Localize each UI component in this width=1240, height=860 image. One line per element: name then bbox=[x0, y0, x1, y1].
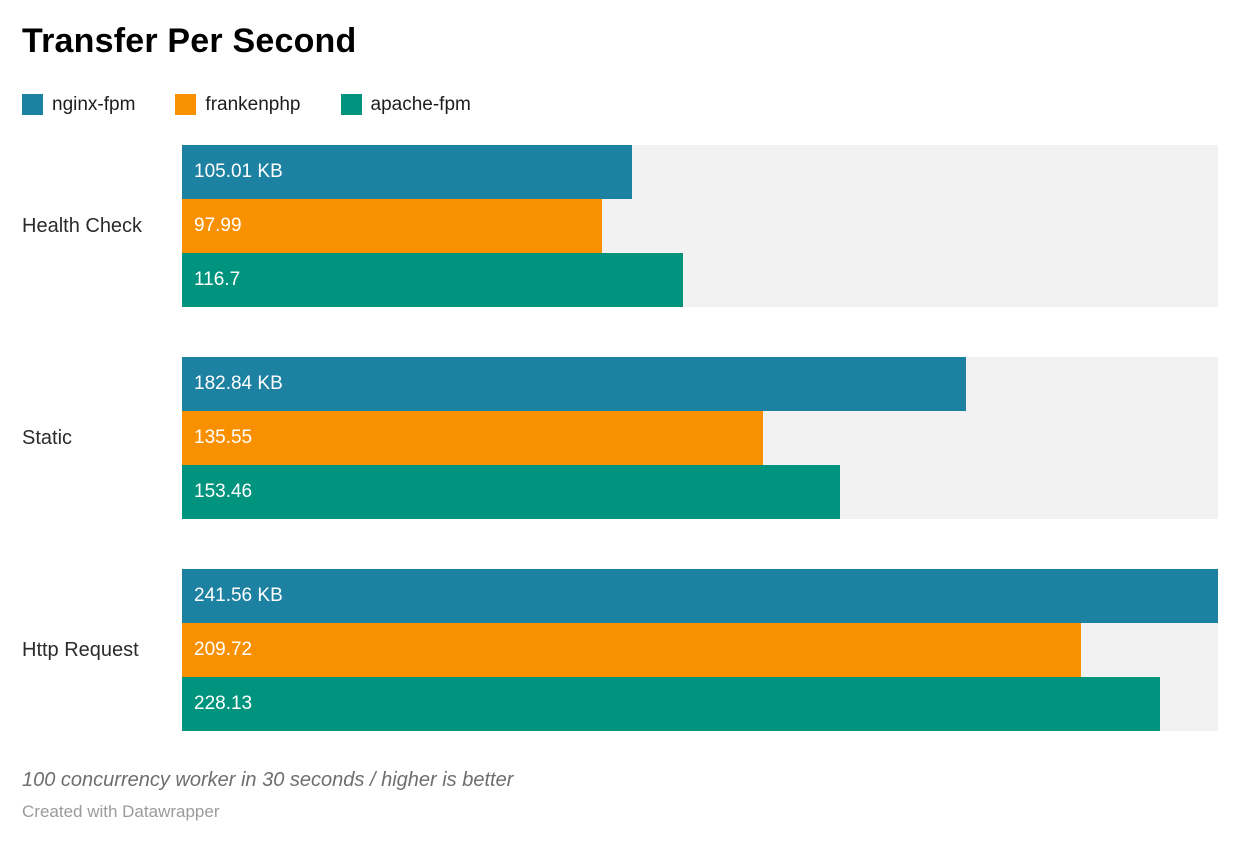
legend-swatch-icon bbox=[175, 94, 197, 115]
bar-track: 228.13 bbox=[182, 676, 1218, 731]
category-label: Health Check bbox=[22, 214, 143, 237]
chart-notes: 100 concurrency worker in 30 seconds / h… bbox=[22, 768, 514, 791]
bar-value-label: 97.99 bbox=[194, 214, 242, 236]
bar-track: 182.84 KB bbox=[182, 356, 1218, 411]
bar-apache-fpm: 153.46 bbox=[182, 464, 841, 519]
bar-track: 105.01 KB bbox=[182, 144, 1218, 199]
datawrapper-attribution-link[interactable]: Created with Datawrapper bbox=[22, 801, 220, 821]
legend-item-nginx-fpm: nginx-fpm bbox=[22, 94, 135, 116]
bar-frankenphp: 209.72 bbox=[182, 622, 1082, 677]
legend-label: frankenphp bbox=[205, 93, 301, 115]
bar-value-label: 116.7 bbox=[194, 268, 241, 290]
bar-nginx-fpm: 105.01 KB bbox=[182, 144, 633, 199]
bar-value-label: 241.56 KB bbox=[194, 584, 283, 606]
bar-value-label: 182.84 KB bbox=[194, 372, 283, 394]
bar-apache-fpm: 116.7 bbox=[182, 252, 683, 307]
bar-track: 97.99 bbox=[182, 198, 1218, 253]
bar-value-label: 135.55 bbox=[194, 426, 253, 448]
bar-chart: Health Check 105.01 KB 97.99 116.7 Static 182… bbox=[22, 144, 1218, 731]
legend-swatch-icon bbox=[22, 94, 43, 115]
bar-value-label: 228.13 bbox=[194, 692, 253, 714]
bar-rows: 241.56 KB 209.72 228.13 bbox=[182, 568, 1218, 731]
legend-swatch-icon bbox=[340, 94, 362, 115]
legend-item-frankenphp: frankenphp bbox=[175, 93, 301, 116]
legend-label: apache-fpm bbox=[370, 93, 471, 115]
chart-title: Transfer Per Second bbox=[22, 22, 357, 60]
bar-nginx-fpm: 182.84 KB bbox=[182, 356, 967, 411]
legend-label: nginx-fpm bbox=[52, 93, 136, 115]
bar-track: 241.56 KB bbox=[182, 568, 1218, 623]
bar-group: Health Check 105.01 KB 97.99 116.7 bbox=[22, 144, 1218, 307]
bar-value-label: 209.72 bbox=[194, 638, 253, 660]
bar-track: 209.72 bbox=[182, 622, 1218, 677]
bar-rows: 105.01 KB 97.99 116.7 bbox=[182, 144, 1218, 307]
category-label: Http Request bbox=[22, 638, 139, 661]
bar-value-label: 153.46 bbox=[194, 480, 253, 502]
bar-track: 135.55 bbox=[182, 410, 1218, 465]
category-label: Static bbox=[22, 426, 73, 449]
legend: nginx-fpm frankenphp apache-fpm bbox=[22, 93, 1218, 117]
bar-frankenphp: 135.55 bbox=[182, 410, 764, 465]
bar-nginx-fpm: 241.56 KB bbox=[182, 568, 1218, 623]
bar-value-label: 105.01 KB bbox=[194, 160, 283, 182]
bar-apache-fpm: 228.13 bbox=[182, 676, 1161, 731]
bar-track: 116.7 bbox=[182, 252, 1218, 307]
bar-rows: 182.84 KB 135.55 153.46 bbox=[182, 356, 1218, 519]
bar-track: 153.46 bbox=[182, 464, 1218, 519]
legend-item-apache-fpm: apache-fpm bbox=[340, 93, 471, 116]
bar-group: Static 182.84 KB 135.55 153.46 bbox=[22, 356, 1218, 519]
bar-frankenphp: 97.99 bbox=[182, 198, 603, 253]
bar-group: Http Request 241.56 KB 209.72 228.13 bbox=[22, 568, 1218, 731]
